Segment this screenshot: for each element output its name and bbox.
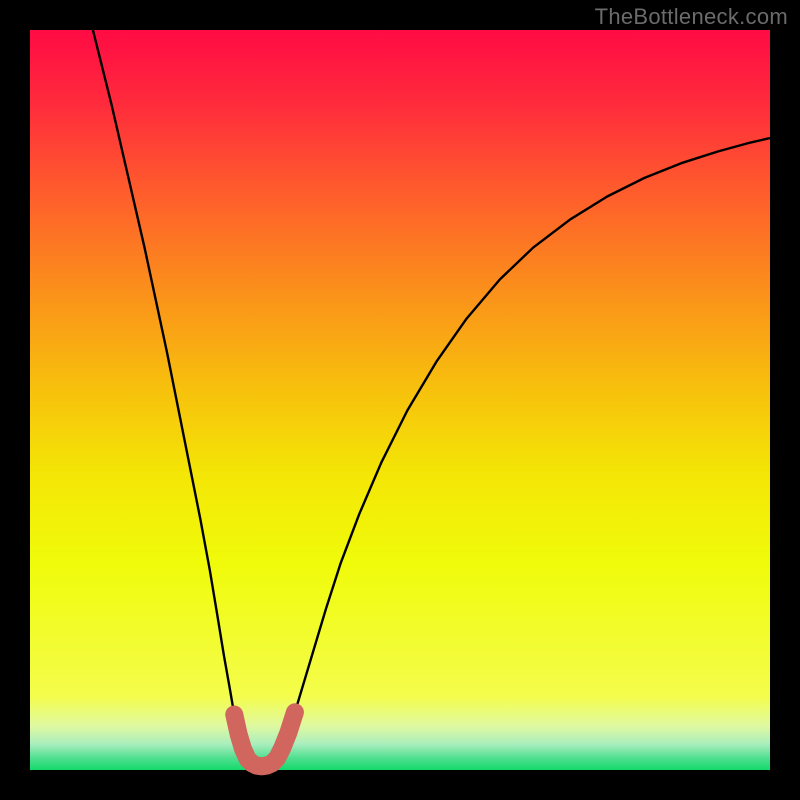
chart-background-gradient <box>30 30 770 770</box>
chart-container: TheBottleneck.com <box>0 0 800 800</box>
watermark-text: TheBottleneck.com <box>595 4 788 30</box>
bottleneck-curve-chart <box>0 0 800 800</box>
